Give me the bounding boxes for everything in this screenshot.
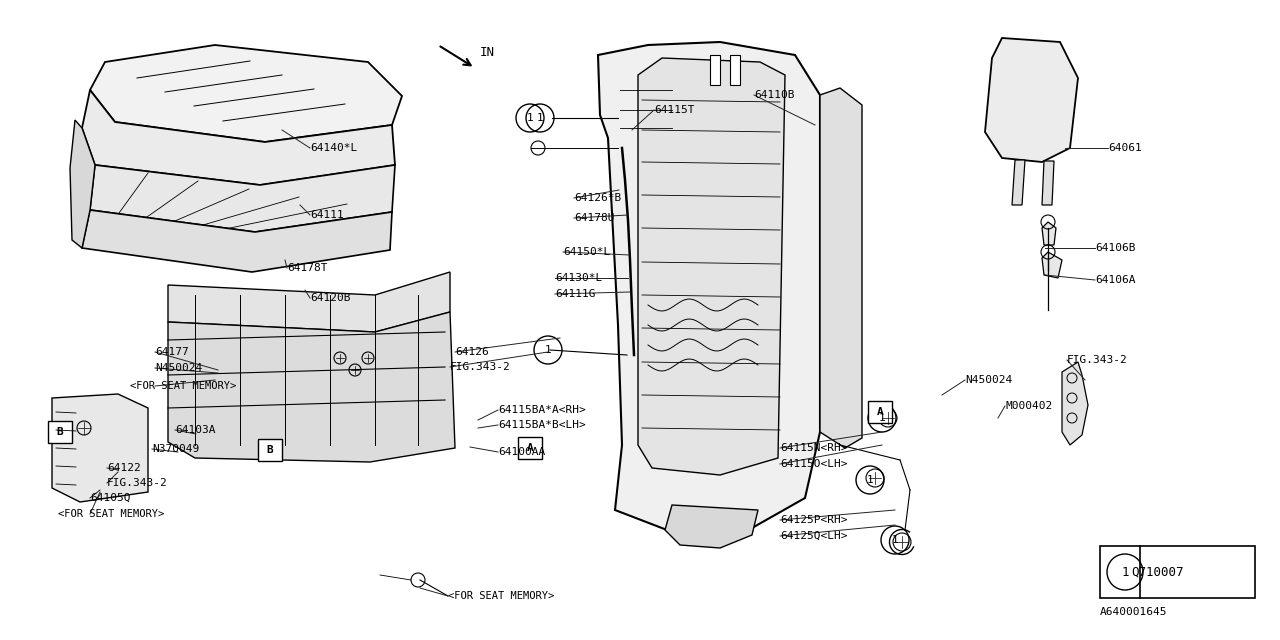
Text: 1: 1 <box>1121 566 1129 579</box>
Text: A640001645: A640001645 <box>1100 607 1167 617</box>
Polygon shape <box>70 120 95 248</box>
Text: 64115O<LH>: 64115O<LH> <box>780 459 847 469</box>
Text: B: B <box>56 427 64 437</box>
Polygon shape <box>1062 362 1088 445</box>
Text: B: B <box>266 445 274 455</box>
Bar <box>49 421 72 443</box>
Polygon shape <box>90 45 402 142</box>
Text: Q710007: Q710007 <box>1132 566 1184 579</box>
Text: <FOR SEAT MEMORY>: <FOR SEAT MEMORY> <box>131 381 237 391</box>
Text: 64115N<RH>: 64115N<RH> <box>780 443 847 453</box>
Text: 64111G: 64111G <box>556 289 595 299</box>
Text: 1: 1 <box>867 475 873 485</box>
Text: 64061: 64061 <box>1108 143 1142 153</box>
Text: 1: 1 <box>526 113 534 123</box>
Text: 64177: 64177 <box>155 347 188 357</box>
Text: 1: 1 <box>536 113 544 123</box>
Polygon shape <box>82 90 396 185</box>
Text: 64105Q: 64105Q <box>90 493 131 503</box>
Text: 64115BA*A<RH>: 64115BA*A<RH> <box>498 405 586 415</box>
Text: 64120B: 64120B <box>310 293 351 303</box>
Text: 64140*L: 64140*L <box>310 143 357 153</box>
Text: 64178T: 64178T <box>287 263 328 273</box>
Bar <box>612 65 684 150</box>
Text: 64103A: 64103A <box>175 425 215 435</box>
Bar <box>868 401 892 423</box>
Polygon shape <box>168 272 451 332</box>
Text: 64100AA: 64100AA <box>498 447 545 457</box>
Polygon shape <box>82 210 392 272</box>
Text: FIG.343-2: FIG.343-2 <box>451 362 511 372</box>
Text: N450024: N450024 <box>965 375 1012 385</box>
Text: 64115T: 64115T <box>654 105 695 115</box>
Text: 64106B: 64106B <box>1094 243 1135 253</box>
Text: 64125Q<LH>: 64125Q<LH> <box>780 531 847 541</box>
Polygon shape <box>620 72 672 142</box>
Text: 64126*B: 64126*B <box>573 193 621 203</box>
Text: 64150*L: 64150*L <box>563 247 611 257</box>
Polygon shape <box>90 165 396 232</box>
Text: 64125P<RH>: 64125P<RH> <box>780 515 847 525</box>
Polygon shape <box>1012 160 1025 205</box>
Text: 64111: 64111 <box>310 210 344 220</box>
Text: <FOR SEAT MEMORY>: <FOR SEAT MEMORY> <box>448 591 554 601</box>
Bar <box>1100 546 1254 598</box>
Text: IN: IN <box>480 45 495 58</box>
Text: 64106A: 64106A <box>1094 275 1135 285</box>
Text: <FOR SEAT MEMORY>: <FOR SEAT MEMORY> <box>58 509 164 519</box>
Text: A: A <box>877 407 883 417</box>
Text: N450024: N450024 <box>155 363 202 373</box>
Bar <box>518 437 541 459</box>
Text: 64126: 64126 <box>454 347 489 357</box>
Polygon shape <box>168 312 454 462</box>
Text: 1: 1 <box>878 413 886 423</box>
Polygon shape <box>637 58 785 475</box>
Polygon shape <box>986 38 1078 162</box>
Text: A: A <box>526 443 534 453</box>
Bar <box>730 55 740 85</box>
Text: 1: 1 <box>544 345 552 355</box>
Bar <box>710 55 719 85</box>
Polygon shape <box>666 505 758 548</box>
Text: 64122: 64122 <box>108 463 141 473</box>
Bar <box>259 439 282 461</box>
Text: 64130*L: 64130*L <box>556 273 603 283</box>
Text: 1: 1 <box>892 535 899 545</box>
Text: FIG.343-2: FIG.343-2 <box>108 478 168 488</box>
Polygon shape <box>820 88 861 448</box>
Text: 64178U: 64178U <box>573 213 614 223</box>
Text: M000402: M000402 <box>1005 401 1052 411</box>
Text: N370049: N370049 <box>152 444 200 454</box>
Polygon shape <box>1042 161 1053 205</box>
Polygon shape <box>598 42 820 535</box>
Text: 64115BA*B<LH>: 64115BA*B<LH> <box>498 420 586 430</box>
Polygon shape <box>1042 222 1056 245</box>
Polygon shape <box>1042 252 1062 278</box>
Polygon shape <box>52 394 148 502</box>
Text: 64110B: 64110B <box>754 90 795 100</box>
Text: FIG.343-2: FIG.343-2 <box>1068 355 1128 365</box>
